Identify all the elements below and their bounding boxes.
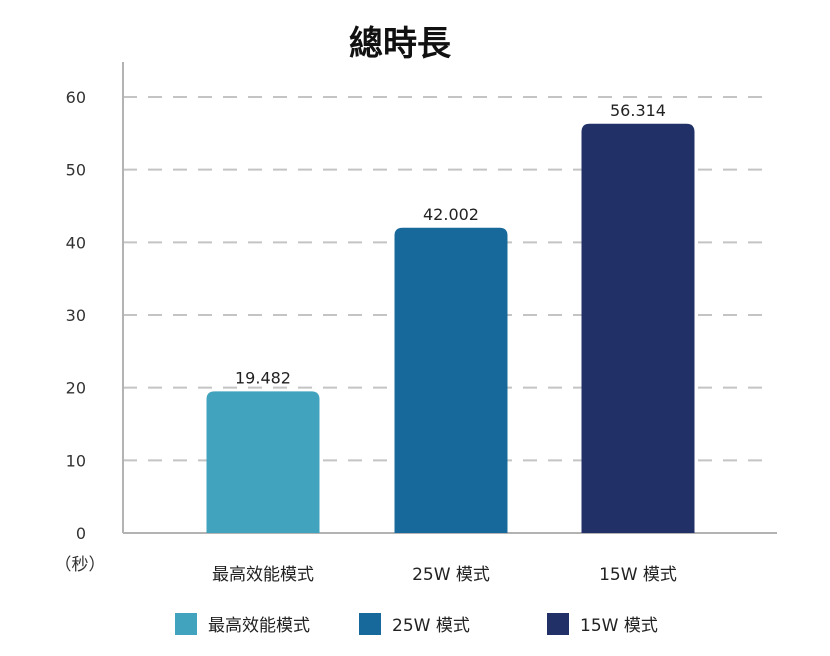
y-tick-label: 50 — [66, 161, 86, 180]
bar — [581, 123, 695, 533]
bar — [206, 391, 320, 533]
bar — [394, 227, 508, 533]
legend-swatch — [175, 613, 197, 635]
y-tick-labels: 0 10 20 30 40 50 60 — [66, 88, 86, 543]
bars — [206, 123, 695, 533]
legend-label: 最高效能模式 — [208, 616, 310, 636]
legend-item: 最高效能模式 — [175, 613, 310, 636]
data-label: 42.002 — [423, 205, 479, 224]
y-tick-label: 20 — [66, 379, 86, 398]
x-tick-label: 最高效能模式 — [212, 565, 314, 585]
y-tick-label: 10 — [66, 451, 86, 470]
y-tick-label: 40 — [66, 233, 86, 252]
data-label: 19.482 — [235, 368, 291, 387]
x-tick-label: 15W 模式 — [599, 565, 677, 585]
legend-label: 15W 模式 — [580, 616, 658, 636]
x-tick-label: 25W 模式 — [412, 565, 490, 585]
y-unit-label: （秒） — [55, 555, 106, 575]
x-tick-labels: 最高效能模式 25W 模式 15W 模式 — [212, 565, 677, 585]
legend-swatch — [359, 613, 381, 635]
data-label: 56.314 — [610, 101, 666, 120]
legend: 最高效能模式 25W 模式 15W 模式 — [175, 613, 658, 636]
legend-label: 25W 模式 — [392, 616, 470, 636]
legend-swatch — [547, 613, 569, 635]
y-tick-label: 0 — [76, 524, 86, 543]
chart-title: 總時長 — [349, 24, 452, 64]
y-tick-label: 30 — [66, 306, 86, 325]
legend-item: 15W 模式 — [547, 613, 658, 636]
y-tick-label: 60 — [66, 88, 86, 107]
legend-item: 25W 模式 — [359, 613, 470, 636]
data-labels: 19.482 42.002 56.314 — [235, 101, 666, 388]
